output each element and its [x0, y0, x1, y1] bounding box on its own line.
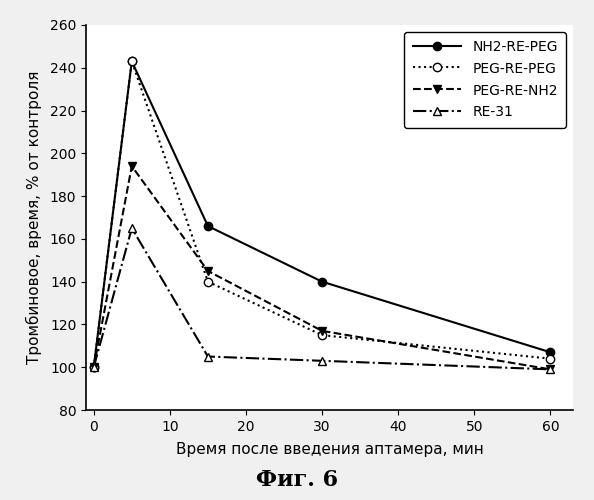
PEG-RE-PEG	[128, 58, 135, 64]
PEG-RE-NH2	[90, 364, 97, 370]
Line: PEG-RE-NH2: PEG-RE-NH2	[90, 162, 555, 374]
PEG-RE-NH2	[204, 268, 211, 274]
RE-31	[318, 358, 326, 364]
Y-axis label: Тромбиновое, время, % от контроля: Тромбиновое, время, % от контроля	[26, 71, 42, 364]
Line: RE-31: RE-31	[90, 224, 555, 374]
PEG-RE-PEG	[547, 356, 554, 362]
RE-31	[204, 354, 211, 360]
PEG-RE-PEG	[318, 332, 326, 338]
Line: NH2-RE-PEG: NH2-RE-PEG	[90, 57, 555, 372]
RE-31	[547, 366, 554, 372]
NH2-RE-PEG	[128, 58, 135, 64]
RE-31	[128, 225, 135, 231]
X-axis label: Время после введения аптамера, мин: Время после введения аптамера, мин	[176, 442, 484, 457]
PEG-RE-PEG	[204, 278, 211, 284]
PEG-RE-PEG	[90, 364, 97, 370]
NH2-RE-PEG	[90, 364, 97, 370]
PEG-RE-NH2	[128, 163, 135, 169]
RE-31	[90, 364, 97, 370]
PEG-RE-NH2	[547, 366, 554, 372]
NH2-RE-PEG	[547, 349, 554, 355]
NH2-RE-PEG	[204, 223, 211, 229]
Legend: NH2-RE-PEG, PEG-RE-PEG, PEG-RE-NH2, RE-31: NH2-RE-PEG, PEG-RE-PEG, PEG-RE-NH2, RE-3…	[405, 32, 566, 128]
Text: Фиг. 6: Фиг. 6	[256, 469, 338, 491]
Line: PEG-RE-PEG: PEG-RE-PEG	[90, 57, 555, 372]
NH2-RE-PEG	[318, 278, 326, 284]
PEG-RE-NH2	[318, 328, 326, 334]
